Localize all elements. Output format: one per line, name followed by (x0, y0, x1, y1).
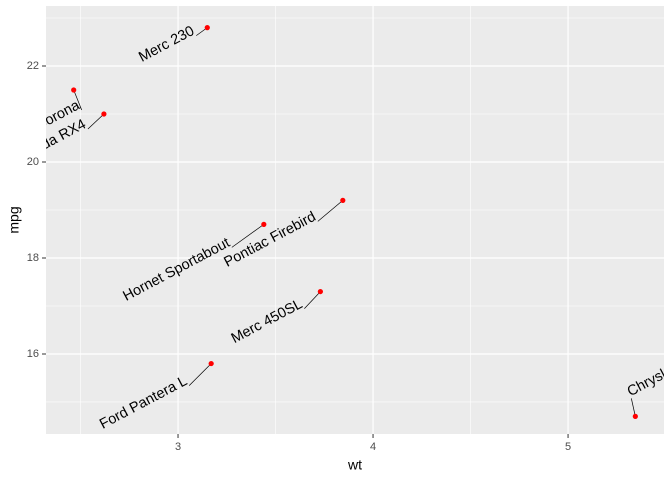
grid (46, 6, 664, 434)
label-segment (188, 363, 212, 386)
x-tick-label: 3 (175, 441, 181, 453)
x-tick-label: 5 (565, 441, 571, 453)
point (101, 111, 107, 117)
point (208, 360, 214, 367)
axes: 3 4 5 16 18 20 22 (27, 60, 571, 453)
y-tick-label: 20 (27, 156, 39, 168)
y-tick-label: 16 (27, 348, 39, 360)
label-segment (73, 89, 83, 111)
point (261, 221, 267, 227)
label-segment (87, 113, 105, 130)
point (340, 197, 346, 203)
label-segment (630, 398, 636, 417)
point (71, 87, 77, 93)
y-tick-label: 18 (27, 252, 39, 264)
panel (46, 6, 664, 434)
label-segment (317, 200, 344, 222)
point (632, 413, 638, 419)
x-tick-label: 4 (370, 441, 376, 453)
y-axis-title: mpg (6, 206, 22, 233)
x-axis-title: wt (347, 457, 362, 473)
point (317, 288, 323, 295)
y-tick-label: 22 (27, 60, 39, 72)
label-segment (304, 291, 321, 309)
point (204, 24, 210, 31)
label-segment (231, 224, 265, 248)
